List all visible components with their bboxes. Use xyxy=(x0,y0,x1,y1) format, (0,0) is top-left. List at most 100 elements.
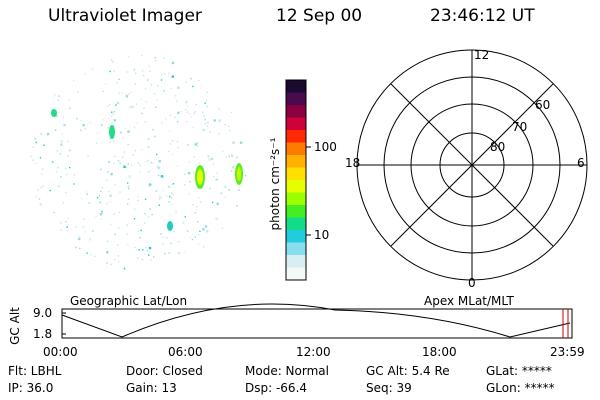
speckle-pixel xyxy=(141,54,143,57)
speckle-pixel xyxy=(113,70,115,72)
speckle-pixel xyxy=(137,230,140,232)
speckle-pixel xyxy=(122,156,124,158)
speckle-pixel xyxy=(100,123,103,127)
speckle-pixel xyxy=(228,125,230,128)
speckle-pixel xyxy=(91,68,94,71)
speckle-pixel xyxy=(194,236,197,238)
speckle-pixel xyxy=(119,131,123,134)
speckle-pixel xyxy=(128,93,130,95)
speckle-pixel xyxy=(102,90,104,93)
info-seq: Seq: 39 xyxy=(366,381,412,395)
speckle-pixel xyxy=(239,141,243,144)
speckle-pixel xyxy=(194,111,196,113)
speckle-pixel xyxy=(110,263,112,265)
speckle-pixel xyxy=(218,119,221,122)
speckle-pixel xyxy=(134,149,137,152)
speckle-pixel xyxy=(62,202,65,204)
speckle-pixel xyxy=(35,195,38,197)
speckle-pixel xyxy=(155,106,157,108)
speckle-pixel xyxy=(141,258,144,261)
speckle-pixel xyxy=(165,118,167,120)
speckle-pixel xyxy=(166,236,168,239)
bright-spot-1-core xyxy=(197,169,203,185)
speckle-pixel xyxy=(100,213,103,216)
speckle-pixel xyxy=(126,203,129,205)
speckle-pixel xyxy=(185,108,187,111)
speckle-pixel xyxy=(199,230,201,232)
orbit-left-title: Geographic Lat/Lon xyxy=(70,294,188,308)
speckle-pixel xyxy=(84,73,87,75)
speckle-pixel xyxy=(60,222,62,224)
speckle-pixel xyxy=(149,70,151,72)
speckle-pixel xyxy=(188,193,191,195)
speckle-pixel xyxy=(114,233,116,236)
speckle-pixel xyxy=(196,205,198,208)
mlt-label-12: 12 xyxy=(474,48,490,62)
speckle-pixel xyxy=(163,90,165,92)
speckle-pixel xyxy=(224,185,227,188)
speckle-pixel xyxy=(202,164,205,167)
speckle-pixel xyxy=(100,168,102,171)
speckle-pixel xyxy=(182,222,184,224)
speckle-pixel xyxy=(106,179,108,182)
speckle-pixel xyxy=(141,70,144,72)
speckle-pixel xyxy=(49,189,51,192)
speckle-pixel xyxy=(148,170,151,172)
speckle-pixel xyxy=(193,156,195,158)
speckle-pixel xyxy=(168,201,170,203)
speckle-pixel xyxy=(126,224,128,226)
colorbar-block xyxy=(286,192,306,206)
mlt-label-6: 6 xyxy=(577,156,585,170)
speckle-pixel xyxy=(225,156,227,159)
speckle-pixel xyxy=(146,250,148,252)
speckle-pixel xyxy=(188,161,191,163)
speckle-pixel xyxy=(89,239,91,241)
speckle-pixel xyxy=(158,204,160,206)
speckle-pixel xyxy=(157,166,161,170)
speckle-pixel xyxy=(132,154,134,156)
speckle-pixel xyxy=(144,87,147,90)
speckle-pixel xyxy=(162,243,164,245)
speckle-pixel xyxy=(130,164,133,166)
feature-5 xyxy=(167,221,173,231)
speckle-pixel xyxy=(125,93,127,96)
speckle-pixel xyxy=(139,237,141,239)
speckle-pixel xyxy=(101,210,103,213)
speckle-pixel xyxy=(232,166,235,169)
speckle-pixel xyxy=(158,160,161,163)
speckle-pixel xyxy=(155,59,157,62)
lat-label-60: 60 xyxy=(535,98,551,112)
speckle-pixel xyxy=(34,137,36,140)
speckle-pixel xyxy=(212,175,215,178)
orbit-plot-frame xyxy=(61,308,573,339)
speckle-pixel xyxy=(53,211,55,214)
colorbar-blocks xyxy=(286,80,306,281)
speckle-pixel xyxy=(123,266,125,269)
speckle-pixel xyxy=(39,203,42,206)
speckle-pixel xyxy=(106,202,108,205)
speckle-pixel xyxy=(210,157,214,161)
speckle-pixel xyxy=(133,126,136,129)
speckle-pixel xyxy=(107,160,111,164)
speckle-pixel xyxy=(198,162,201,165)
colorbar-block xyxy=(286,180,306,193)
info-door: Door: Closed xyxy=(126,364,203,378)
speckle-pixel xyxy=(157,174,160,177)
info-gc-alt: GC Alt: 5.4 Re xyxy=(366,364,450,378)
speckle-pixel xyxy=(121,92,123,94)
speckle-pixel xyxy=(216,202,219,206)
speckle-pixel xyxy=(204,118,206,121)
speckle-pixel xyxy=(65,221,67,223)
speckle-pixel xyxy=(189,113,191,115)
orbit-xtick-0600: 06:00 xyxy=(168,345,203,359)
speckle-pixel xyxy=(191,238,194,241)
speckle-pixel xyxy=(32,159,34,161)
observation-date: 12 Sep 00 xyxy=(276,6,363,26)
speckle-pixel xyxy=(61,133,64,136)
speckle-pixel xyxy=(133,208,136,210)
speckle-pixel xyxy=(236,205,238,207)
speckle-pixel xyxy=(170,87,172,90)
speckle-pixel xyxy=(176,165,179,167)
speckle-pixel xyxy=(116,82,118,84)
speckle-pixel xyxy=(175,211,177,213)
